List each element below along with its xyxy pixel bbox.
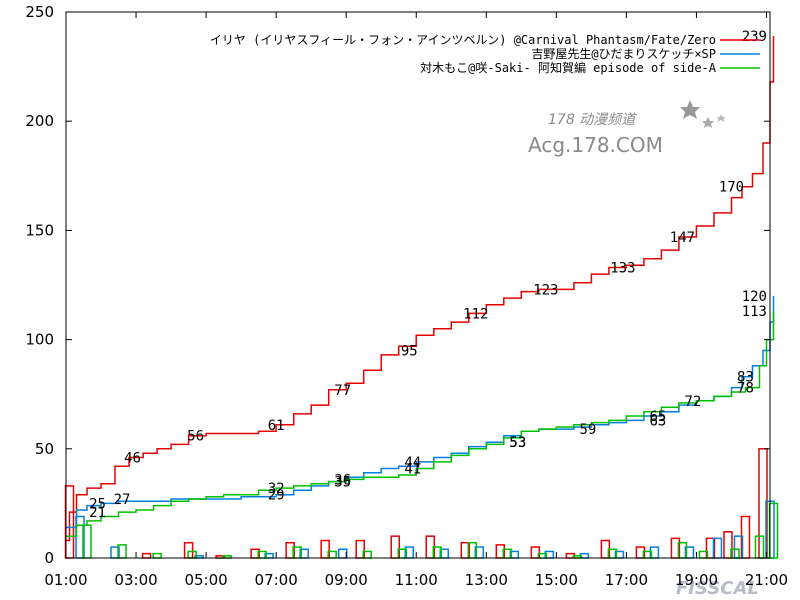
data-label-series-2: 83 <box>737 370 754 386</box>
hourly-bar-series-3 <box>152 552 162 559</box>
x-tick-label: 11:00 <box>395 571 438 589</box>
data-label-series-2: 53 <box>509 435 526 451</box>
star-icon <box>680 100 700 119</box>
cumulative-line-series-1 <box>66 36 775 542</box>
data-label-series-1: 123 <box>533 282 558 298</box>
star-icon <box>702 117 714 128</box>
watermarks: 178 动漫频道 Acg.178.COM FISSCAL <box>528 100 759 599</box>
data-label-series-2: 27 <box>114 492 131 508</box>
legend-label-series-1: イリヤ (イリヤスフィール・フォン・アインツベルン) @Carnival Pha… <box>210 33 716 47</box>
y-tick-label: 150 <box>25 221 54 239</box>
x-tick-label: 07:00 <box>255 571 298 589</box>
data-label-series-2: 29 <box>268 488 285 504</box>
x-tick-label: 09:00 <box>325 571 368 589</box>
data-label-series-1: 112 <box>463 306 488 322</box>
data-label-series-1: 77 <box>334 383 351 399</box>
data-label-series-2: 36 <box>334 472 351 488</box>
plot-frame <box>65 11 771 559</box>
x-tick-label: 03:00 <box>114 571 157 589</box>
data-label-series-3: 63 <box>649 413 666 429</box>
y-tick-label: 50 <box>35 440 54 458</box>
data-label-series-3: 113 <box>742 304 767 320</box>
legend-label-series-3: 対木もこ@咲-Saki- 阿知賀編 episode of side-A <box>420 60 717 75</box>
data-label-series-1: 170 <box>719 180 744 196</box>
data-label-series-1: 61 <box>268 418 285 434</box>
watermark-178: 178 动漫频道 <box>548 112 637 128</box>
data-label-series-3: 78 <box>737 381 754 397</box>
y-tick-label: 100 <box>25 331 54 349</box>
data-label-series-3: 35 <box>334 475 351 491</box>
y-tick-label: 200 <box>25 112 54 130</box>
data-label-series-3: 21 <box>89 505 106 521</box>
cumulative-line-series-3 <box>66 311 775 537</box>
data-label-series-3: 53 <box>509 435 526 451</box>
y-tick-label: 0 <box>44 549 54 567</box>
data-label-series-1: 95 <box>401 344 418 360</box>
data-label-series-3: 32 <box>268 481 285 497</box>
data-label-series-2: 65 <box>649 409 666 425</box>
data-label-series-1: 239 <box>742 29 767 45</box>
watermark-logo: FISSCAL <box>676 578 759 599</box>
cumulative-line-series-2 <box>66 295 775 529</box>
axes: 0 50 100 150 200 250 01:00 03:00 05:00 07:00 09:00… <box>25 3 788 589</box>
hourly-bar-series-2 <box>337 548 348 559</box>
watermark-acg: Acg.178.COM <box>528 133 663 157</box>
legend: イリヤ (イリヤスフィール・フォン・アインツベルン) @Carnival Pha… <box>210 33 760 75</box>
data-label-series-1: 46 <box>124 451 141 467</box>
y-tick-label: 250 <box>25 3 54 21</box>
data-labels-layer: 46 56 61 77 95 112 123 133 147 170 239 25 27 29 36 44 53… <box>89 29 767 521</box>
x-tick-label: 17:00 <box>605 571 648 589</box>
data-label-series-3: 72 <box>685 394 702 410</box>
x-tick-label: 21:00 <box>745 571 788 589</box>
data-label-series-2: 59 <box>579 422 596 438</box>
data-label-series-2: 25 <box>89 496 106 512</box>
data-label-series-3: 41 <box>404 461 421 477</box>
data-label-series-2: 44 <box>404 455 421 471</box>
data-label-series-2: 120 <box>742 289 767 305</box>
lines-layer <box>66 36 775 542</box>
x-tick-label: 05:00 <box>184 571 227 589</box>
data-label-series-1: 56 <box>187 429 204 445</box>
hourly-bar-series-1 <box>141 552 152 559</box>
legend-label-series-2: 吉野屋先生@ひだまりスケッチ×SP <box>531 47 716 61</box>
x-tick-label: 15:00 <box>535 571 578 589</box>
x-tick-label: 19:00 <box>675 571 718 589</box>
x-tick-label: 01:00 <box>44 571 87 589</box>
data-label-series-1: 133 <box>610 261 635 277</box>
data-label-series-1: 147 <box>670 230 695 246</box>
x-tick-label: 13:00 <box>465 571 508 589</box>
star-icon <box>716 114 726 122</box>
bars-layer <box>64 448 779 559</box>
